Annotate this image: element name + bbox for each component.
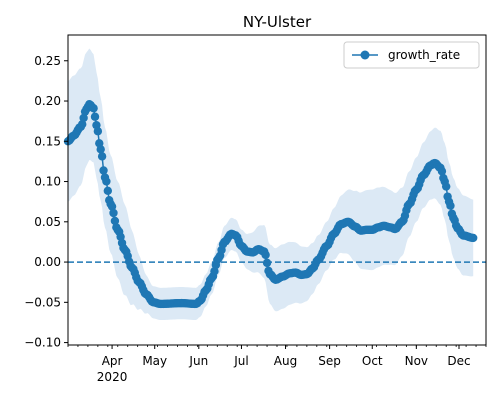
x-tick-label: Apr: [102, 354, 123, 368]
chart-title: NY-Ulster: [243, 13, 312, 31]
data-point: [93, 127, 103, 136]
y-tick-label: −0.10: [24, 336, 61, 350]
data-point: [90, 112, 100, 121]
plot-area: [63, 48, 486, 321]
data-point: [97, 152, 107, 161]
data-point: [103, 186, 113, 196]
x-tick-label: Sep: [318, 354, 341, 368]
legend-box: [343, 41, 480, 69]
x-tick-label: Dec: [447, 354, 470, 368]
y-tick-label: −0.05: [24, 295, 61, 309]
data-point: [107, 202, 117, 211]
x-tick-label: May: [142, 354, 167, 368]
y-tick-label: 0.25: [34, 54, 61, 68]
data-point: [89, 104, 98, 113]
legend: growth_rate: [343, 41, 480, 69]
x-tick-label: Jun: [188, 354, 208, 368]
y-tick-label: 0.10: [34, 175, 61, 189]
x-axis: Apr 2020 May Jun Jul Aug Sep Oct Nov Dec: [67, 345, 487, 384]
data-point: [102, 177, 111, 186]
y-tick-label: 0.00: [34, 255, 61, 269]
data-point: [446, 201, 455, 210]
series-markers: [63, 100, 478, 309]
data-point: [110, 216, 120, 226]
data-point: [78, 120, 87, 129]
x-tick-label: Oct: [362, 354, 383, 368]
x-tick-label: Jul: [233, 354, 248, 368]
y-tick-label: 0.15: [34, 134, 61, 148]
data-point: [99, 166, 108, 175]
x-tick-label: Aug: [274, 354, 297, 368]
data-point: [469, 233, 478, 243]
data-point: [79, 113, 88, 123]
x-tick-year-label: 2020: [97, 370, 128, 384]
legend-marker-icon: [360, 50, 370, 60]
data-point: [262, 258, 272, 268]
data-point: [437, 167, 447, 176]
y-tick-label: 0.20: [34, 94, 61, 108]
y-tick-label: 0.05: [34, 215, 61, 229]
data-point: [261, 250, 270, 260]
data-point: [109, 208, 118, 218]
y-axis: −0.10 −0.05 0.00 0.05 0.10 0.15 0.20 0.25: [24, 54, 68, 350]
confidence-band: [68, 48, 474, 321]
x-tick-label: Nov: [405, 354, 428, 368]
data-point: [96, 145, 105, 154]
legend-label-growth-rate: growth_rate: [388, 48, 460, 62]
data-point: [441, 182, 451, 191]
